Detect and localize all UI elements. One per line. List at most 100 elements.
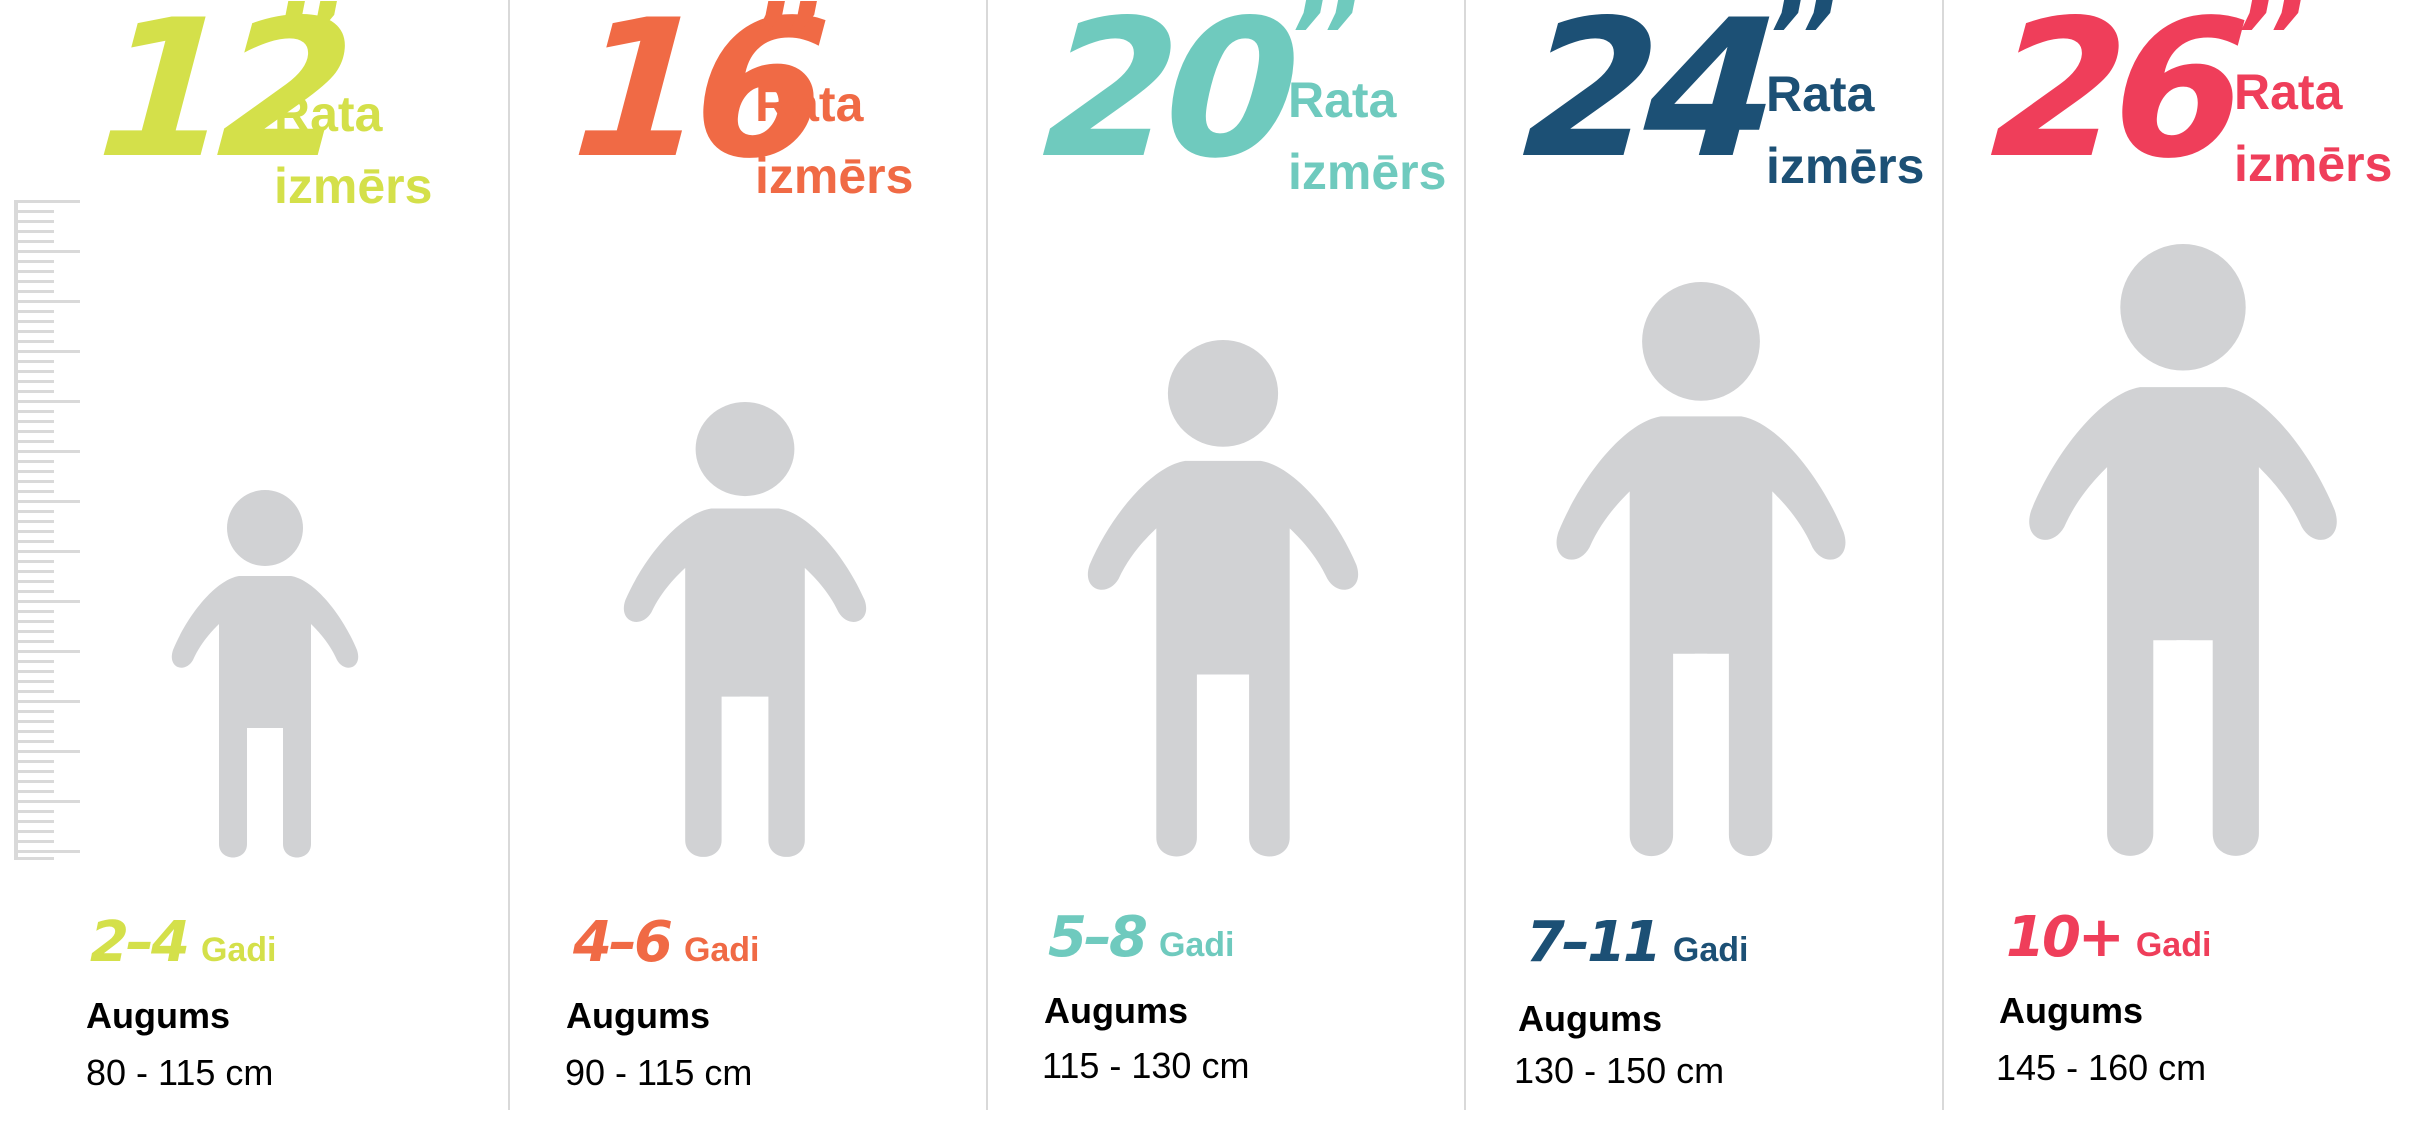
age-unit: Gadi xyxy=(1158,926,1235,964)
ruler-minor-tick xyxy=(14,480,54,483)
size-column-24: 24 ’’ Rata izmērs 7–11 Gadi Augums 130 - … xyxy=(1466,0,1944,1110)
ruler-minor-tick xyxy=(14,740,54,743)
ruler-minor-tick xyxy=(14,830,54,833)
ruler-minor-tick xyxy=(14,580,54,583)
ruler-minor-tick xyxy=(14,240,54,243)
wheel-size-header: 24 ’’ Rata izmērs xyxy=(1466,0,1944,220)
ruler-minor-tick xyxy=(14,530,54,533)
ruler-minor-tick xyxy=(14,490,54,493)
ruler-minor-tick xyxy=(14,340,54,343)
ruler-minor-tick xyxy=(14,590,54,593)
wheel-size-number: 26 xyxy=(1986,0,2243,200)
ruler-minor-tick xyxy=(14,520,54,523)
ruler-minor-tick xyxy=(14,390,54,393)
height-range: 90 - 115 cm xyxy=(565,1052,753,1093)
ruler-minor-tick xyxy=(14,330,54,333)
ruler-minor-tick xyxy=(14,760,54,763)
size-column-12: 12 ’’ Rata izmērs 2–4 Gadi Augums 80 - 11… xyxy=(30,0,508,1110)
ruler-minor-tick xyxy=(14,610,54,613)
ruler-major-tick xyxy=(14,400,80,403)
ruler-minor-tick xyxy=(14,270,54,273)
ruler-minor-tick xyxy=(14,230,54,233)
height-range: 115 - 130 cm xyxy=(1042,1045,1250,1086)
wheel-size-label-line1: Rata xyxy=(1288,72,1397,128)
age-unit: Gadi xyxy=(2135,926,2212,964)
ruler-major-tick xyxy=(14,750,80,753)
column-divider xyxy=(986,0,988,1110)
ruler-minor-tick xyxy=(14,670,54,673)
wheel-size-header: 16 ’’ Rata izmērs xyxy=(510,0,988,220)
ruler-minor-tick xyxy=(14,510,54,513)
ruler-minor-tick xyxy=(14,470,54,473)
height-label: Augums xyxy=(1518,998,1662,1039)
size-column-26: 26 ’’ Rata izmērs 10+ Gadi Augums 145 - 1… xyxy=(1944,0,2422,1110)
figure-leg-gap xyxy=(739,696,751,860)
figure-leg-gap xyxy=(2176,640,2190,860)
ruler-minor-tick xyxy=(14,430,54,433)
child-silhouette-icon xyxy=(1556,282,1846,860)
wheel-size-number: 24 xyxy=(1518,0,1775,200)
ruler-minor-tick xyxy=(14,440,54,443)
size-column-16: 16 ’’ Rata izmērs 4–6 Gadi Augums 90 - 11… xyxy=(510,0,988,1110)
figure-leg-gap xyxy=(1694,653,1708,860)
age-unit: Gadi xyxy=(200,931,277,969)
ruler-minor-tick xyxy=(14,570,54,573)
ruler-minor-tick xyxy=(14,310,54,313)
inch-mark: ’’ xyxy=(270,0,340,98)
height-label: Augums xyxy=(86,995,230,1036)
ruler-minor-tick xyxy=(14,360,54,363)
height-range: 145 - 160 cm xyxy=(1996,1047,2207,1088)
ruler-minor-tick xyxy=(14,420,54,423)
ruler-minor-tick xyxy=(14,820,54,823)
ruler-major-tick xyxy=(14,300,80,303)
ruler-major-tick xyxy=(14,250,80,253)
ruler-minor-tick xyxy=(14,260,54,263)
age-unit: Gadi xyxy=(1672,931,1749,969)
figure-head xyxy=(695,402,795,497)
wheel-size-header: 12 ’’ Rata izmērs xyxy=(30,0,508,220)
child-silhouette-icon xyxy=(2029,244,2337,860)
figure-head xyxy=(1642,282,1760,401)
height-label: Augums xyxy=(566,995,710,1036)
ruler-minor-tick xyxy=(14,857,54,860)
ruler-minor-tick xyxy=(14,210,54,213)
wheel-size-label-line1: Rata xyxy=(2234,64,2343,120)
ruler-major-tick xyxy=(14,850,80,853)
ruler-minor-tick xyxy=(14,680,54,683)
ruler-major-tick xyxy=(14,500,80,503)
child-silhouette-icon xyxy=(171,490,359,860)
inch-mark: ’’ xyxy=(1288,0,1358,96)
ruler-minor-tick xyxy=(14,410,54,413)
age-range: 2–4 xyxy=(90,910,190,975)
ruler-major-tick xyxy=(14,550,80,553)
ruler-minor-tick xyxy=(14,220,54,223)
figure-head xyxy=(1167,340,1279,447)
figure-leg-gap xyxy=(1217,674,1229,860)
height-label: Augums xyxy=(1999,990,2143,1031)
column-divider xyxy=(1464,0,1466,1110)
age-range: 7–11 xyxy=(1526,910,1662,975)
wheel-size-number: 20 xyxy=(1038,0,1295,200)
age-range: 10+ xyxy=(2006,905,2125,970)
height-label: Augums xyxy=(1044,990,1188,1031)
ruler-major-tick xyxy=(14,800,80,803)
wheel-size-label-line2: izmērs xyxy=(1766,138,1925,194)
figure-body xyxy=(171,576,359,858)
height-ruler-icon xyxy=(14,200,80,860)
ruler-minor-tick xyxy=(14,460,54,463)
figure-body xyxy=(1556,416,1846,857)
wheel-size-header: 20 ’’ Rata izmērs xyxy=(988,0,1466,220)
age-unit: Gadi xyxy=(683,931,760,969)
column-divider xyxy=(508,0,510,1110)
ruler-minor-tick xyxy=(14,730,54,733)
age-group: 5–8 Gadi xyxy=(1048,905,1235,970)
ruler-minor-tick xyxy=(14,770,54,773)
wheel-size-label-line2: izmērs xyxy=(1288,144,1447,200)
wheel-size-label-line2: izmērs xyxy=(2234,136,2393,192)
inch-mark: ’’ xyxy=(1766,0,1836,96)
ruler-minor-tick xyxy=(14,630,54,633)
ruler-major-tick xyxy=(14,200,80,203)
child-silhouette-icon xyxy=(623,402,867,860)
ruler-minor-tick xyxy=(14,660,54,663)
ruler-major-tick xyxy=(14,350,80,353)
